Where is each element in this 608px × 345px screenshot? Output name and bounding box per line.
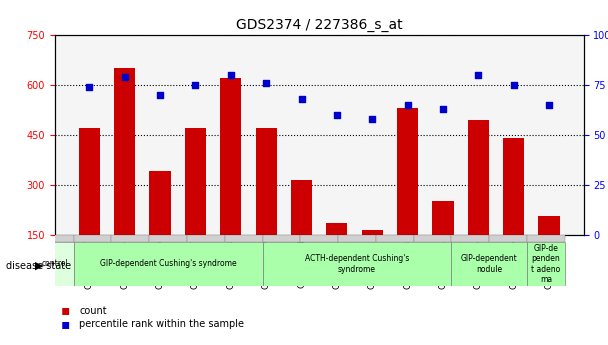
Text: GIP-de
penden
t adeno
ma: GIP-de penden t adeno ma	[531, 244, 561, 284]
Point	[226, 72, 236, 77]
Bar	[326, 223, 348, 285]
Text: control: control	[41, 259, 68, 268]
Bar	[185, 128, 206, 285]
Point	[367, 116, 377, 121]
Bar	[362, 230, 383, 285]
Bar	[468, 120, 489, 285]
FancyBboxPatch shape	[225, 235, 263, 242]
Point	[544, 102, 554, 107]
Text: count: count	[79, 306, 106, 315]
Bar	[255, 128, 277, 285]
FancyBboxPatch shape	[451, 241, 527, 286]
FancyBboxPatch shape	[489, 235, 527, 242]
Text: percentile rank within the sample: percentile rank within the sample	[79, 319, 244, 329]
Bar	[397, 108, 418, 285]
Point	[155, 92, 165, 97]
Point	[402, 102, 412, 107]
FancyBboxPatch shape	[149, 235, 187, 242]
FancyBboxPatch shape	[263, 235, 300, 242]
FancyBboxPatch shape	[74, 241, 263, 286]
Bar	[150, 171, 171, 285]
Bar	[539, 216, 559, 285]
Point	[438, 106, 448, 111]
Text: ▪: ▪	[61, 304, 70, 317]
Text: GIP-dependent Cushing's syndrome: GIP-dependent Cushing's syndrome	[100, 259, 237, 268]
FancyBboxPatch shape	[74, 235, 111, 242]
FancyBboxPatch shape	[187, 235, 225, 242]
Point	[120, 74, 130, 79]
FancyBboxPatch shape	[263, 241, 451, 286]
Text: ACTH-dependent Cushing's
syndrome: ACTH-dependent Cushing's syndrome	[305, 254, 409, 274]
Bar	[114, 68, 136, 285]
FancyBboxPatch shape	[300, 235, 338, 242]
FancyBboxPatch shape	[111, 235, 149, 242]
FancyBboxPatch shape	[527, 241, 565, 286]
FancyBboxPatch shape	[527, 235, 565, 242]
Bar	[432, 201, 454, 285]
Point	[474, 72, 483, 77]
FancyBboxPatch shape	[376, 235, 413, 242]
Text: disease state: disease state	[6, 261, 71, 270]
Point	[85, 84, 94, 89]
Bar	[503, 138, 524, 285]
Point	[332, 112, 342, 117]
Text: GIP-dependent
nodule: GIP-dependent nodule	[461, 254, 517, 274]
Point	[261, 80, 271, 85]
Point	[190, 82, 200, 87]
Bar	[79, 128, 100, 285]
FancyBboxPatch shape	[338, 235, 376, 242]
FancyBboxPatch shape	[36, 235, 74, 242]
Point	[297, 96, 306, 101]
Point	[509, 82, 519, 87]
FancyBboxPatch shape	[451, 235, 489, 242]
Bar	[291, 180, 312, 285]
Title: GDS2374 / 227386_s_at: GDS2374 / 227386_s_at	[236, 18, 402, 32]
Bar	[220, 78, 241, 285]
FancyBboxPatch shape	[413, 235, 451, 242]
Text: ▶: ▶	[35, 261, 44, 270]
FancyBboxPatch shape	[36, 241, 74, 286]
Text: ▪: ▪	[61, 317, 70, 331]
